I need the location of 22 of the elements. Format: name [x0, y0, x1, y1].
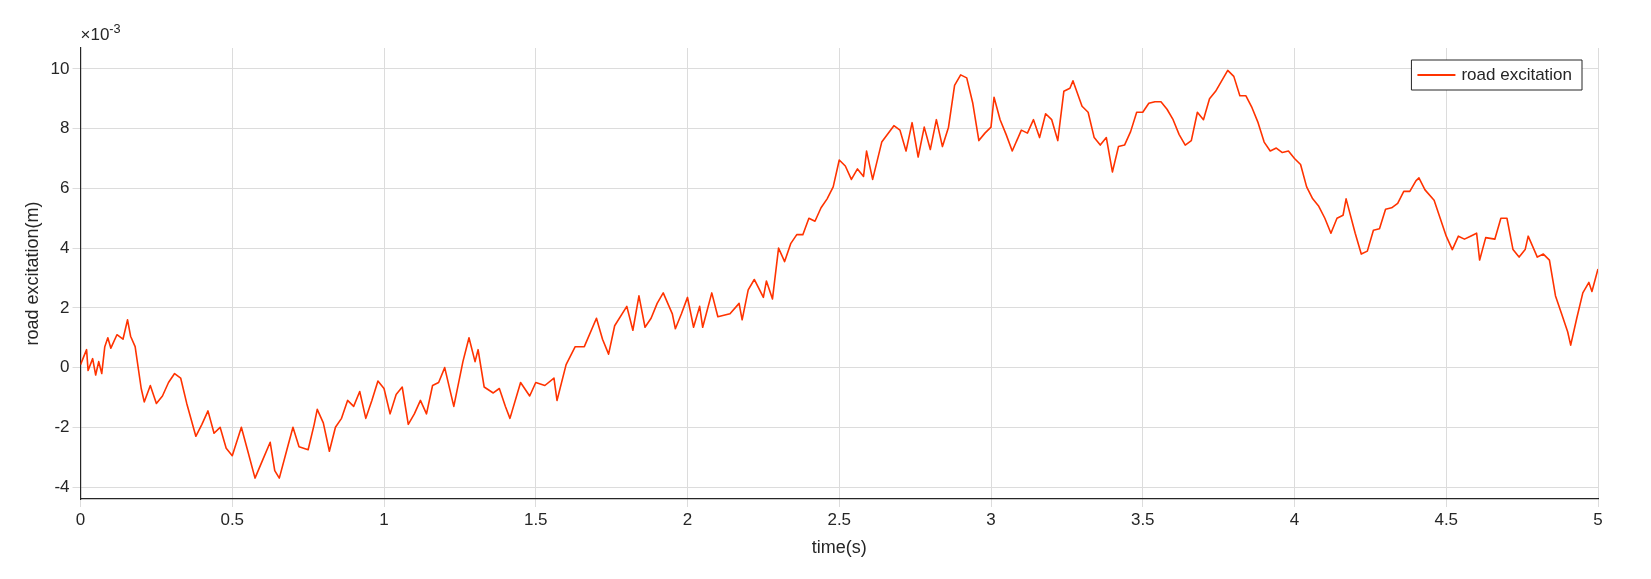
y-tick-label: 2	[60, 297, 70, 317]
x-tick-label: 5	[1593, 509, 1603, 529]
x-axis-title: time(s)	[811, 537, 867, 558]
x-tick-label: 2	[682, 509, 693, 529]
x-tick-label: 3	[986, 509, 996, 529]
x-tick-label: 1.5	[523, 509, 548, 529]
x-tick-label: 2.5	[827, 509, 852, 529]
legend-label: road excitation	[1461, 64, 1573, 84]
y-tick-label: -2	[54, 417, 70, 437]
x-tick-label: 0	[75, 509, 86, 529]
x-tick-label: 4.5	[1434, 509, 1459, 529]
x-tick-label: 1	[379, 509, 389, 529]
y-axis-title: road excitation(m)	[21, 201, 42, 346]
y-tick-label: 10	[50, 58, 70, 78]
y-tick-label: -4	[54, 476, 70, 496]
x-tick-label: 3.5	[1130, 509, 1155, 529]
x-tick-label: 4	[1289, 509, 1300, 529]
y-tick-label: 6	[60, 178, 70, 198]
y-tick-label: 8	[60, 118, 70, 138]
y-tick-label: 4	[60, 237, 70, 257]
x-tick-label: 0.5	[220, 509, 245, 529]
y-tick-label: 0	[60, 357, 70, 377]
